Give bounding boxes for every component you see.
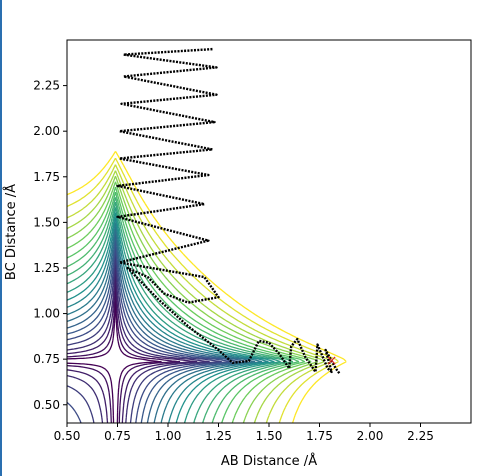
window-edge [0,0,2,476]
end-marker: × [326,353,338,369]
x-tick-label: 1.25 [205,429,232,443]
contour-level [67,253,222,423]
contour-level [67,261,210,423]
contour-level [67,270,198,423]
trajectory [116,47,341,375]
y-tick-label: 0.75 [33,352,60,366]
y-axis: 0.50 0.75 1.00 1.25 1.50 1.75 2.00 2.25 [33,79,67,412]
contour-level [67,233,249,423]
y-tick-label: 1.50 [33,215,60,229]
x-tick-label: 1.50 [256,429,283,443]
contour-lines [67,151,347,423]
contour-level [67,151,347,423]
y-tick-label: 0.50 [33,398,60,412]
x-axis: 0.50 0.75 1.00 1.25 1.50 1.75 2.00 2.25 [54,423,434,443]
x-axis-title: AB Distance /Å [221,453,317,469]
y-axis-title: BC Distance /Å [3,184,19,280]
contour-level [67,217,269,423]
x-tick-label: 0.50 [54,429,81,443]
contour-level [67,175,319,423]
contour-level [67,239,241,423]
contour-level [67,164,332,423]
contour-level [67,212,275,423]
y-tick-label: 1.25 [33,261,60,275]
trajectory-path [116,47,341,375]
x-tick-label: 1.00 [155,429,182,443]
contour-level [67,181,312,423]
x-tick-label: 2.00 [357,429,384,443]
contour-level [67,191,300,423]
y-tick-label: 1.75 [33,170,60,184]
x-tick-label: 1.75 [306,429,333,443]
contour-level [67,170,325,423]
y-tick-label: 1.00 [33,307,60,321]
x-tick-label: 2.25 [407,429,434,443]
contour-level [67,245,232,423]
contour-level [67,197,294,423]
y-tick-label: 2.00 [33,124,60,138]
x-tick-label: 0.75 [104,429,131,443]
y-tick-label: 2.25 [33,79,60,93]
